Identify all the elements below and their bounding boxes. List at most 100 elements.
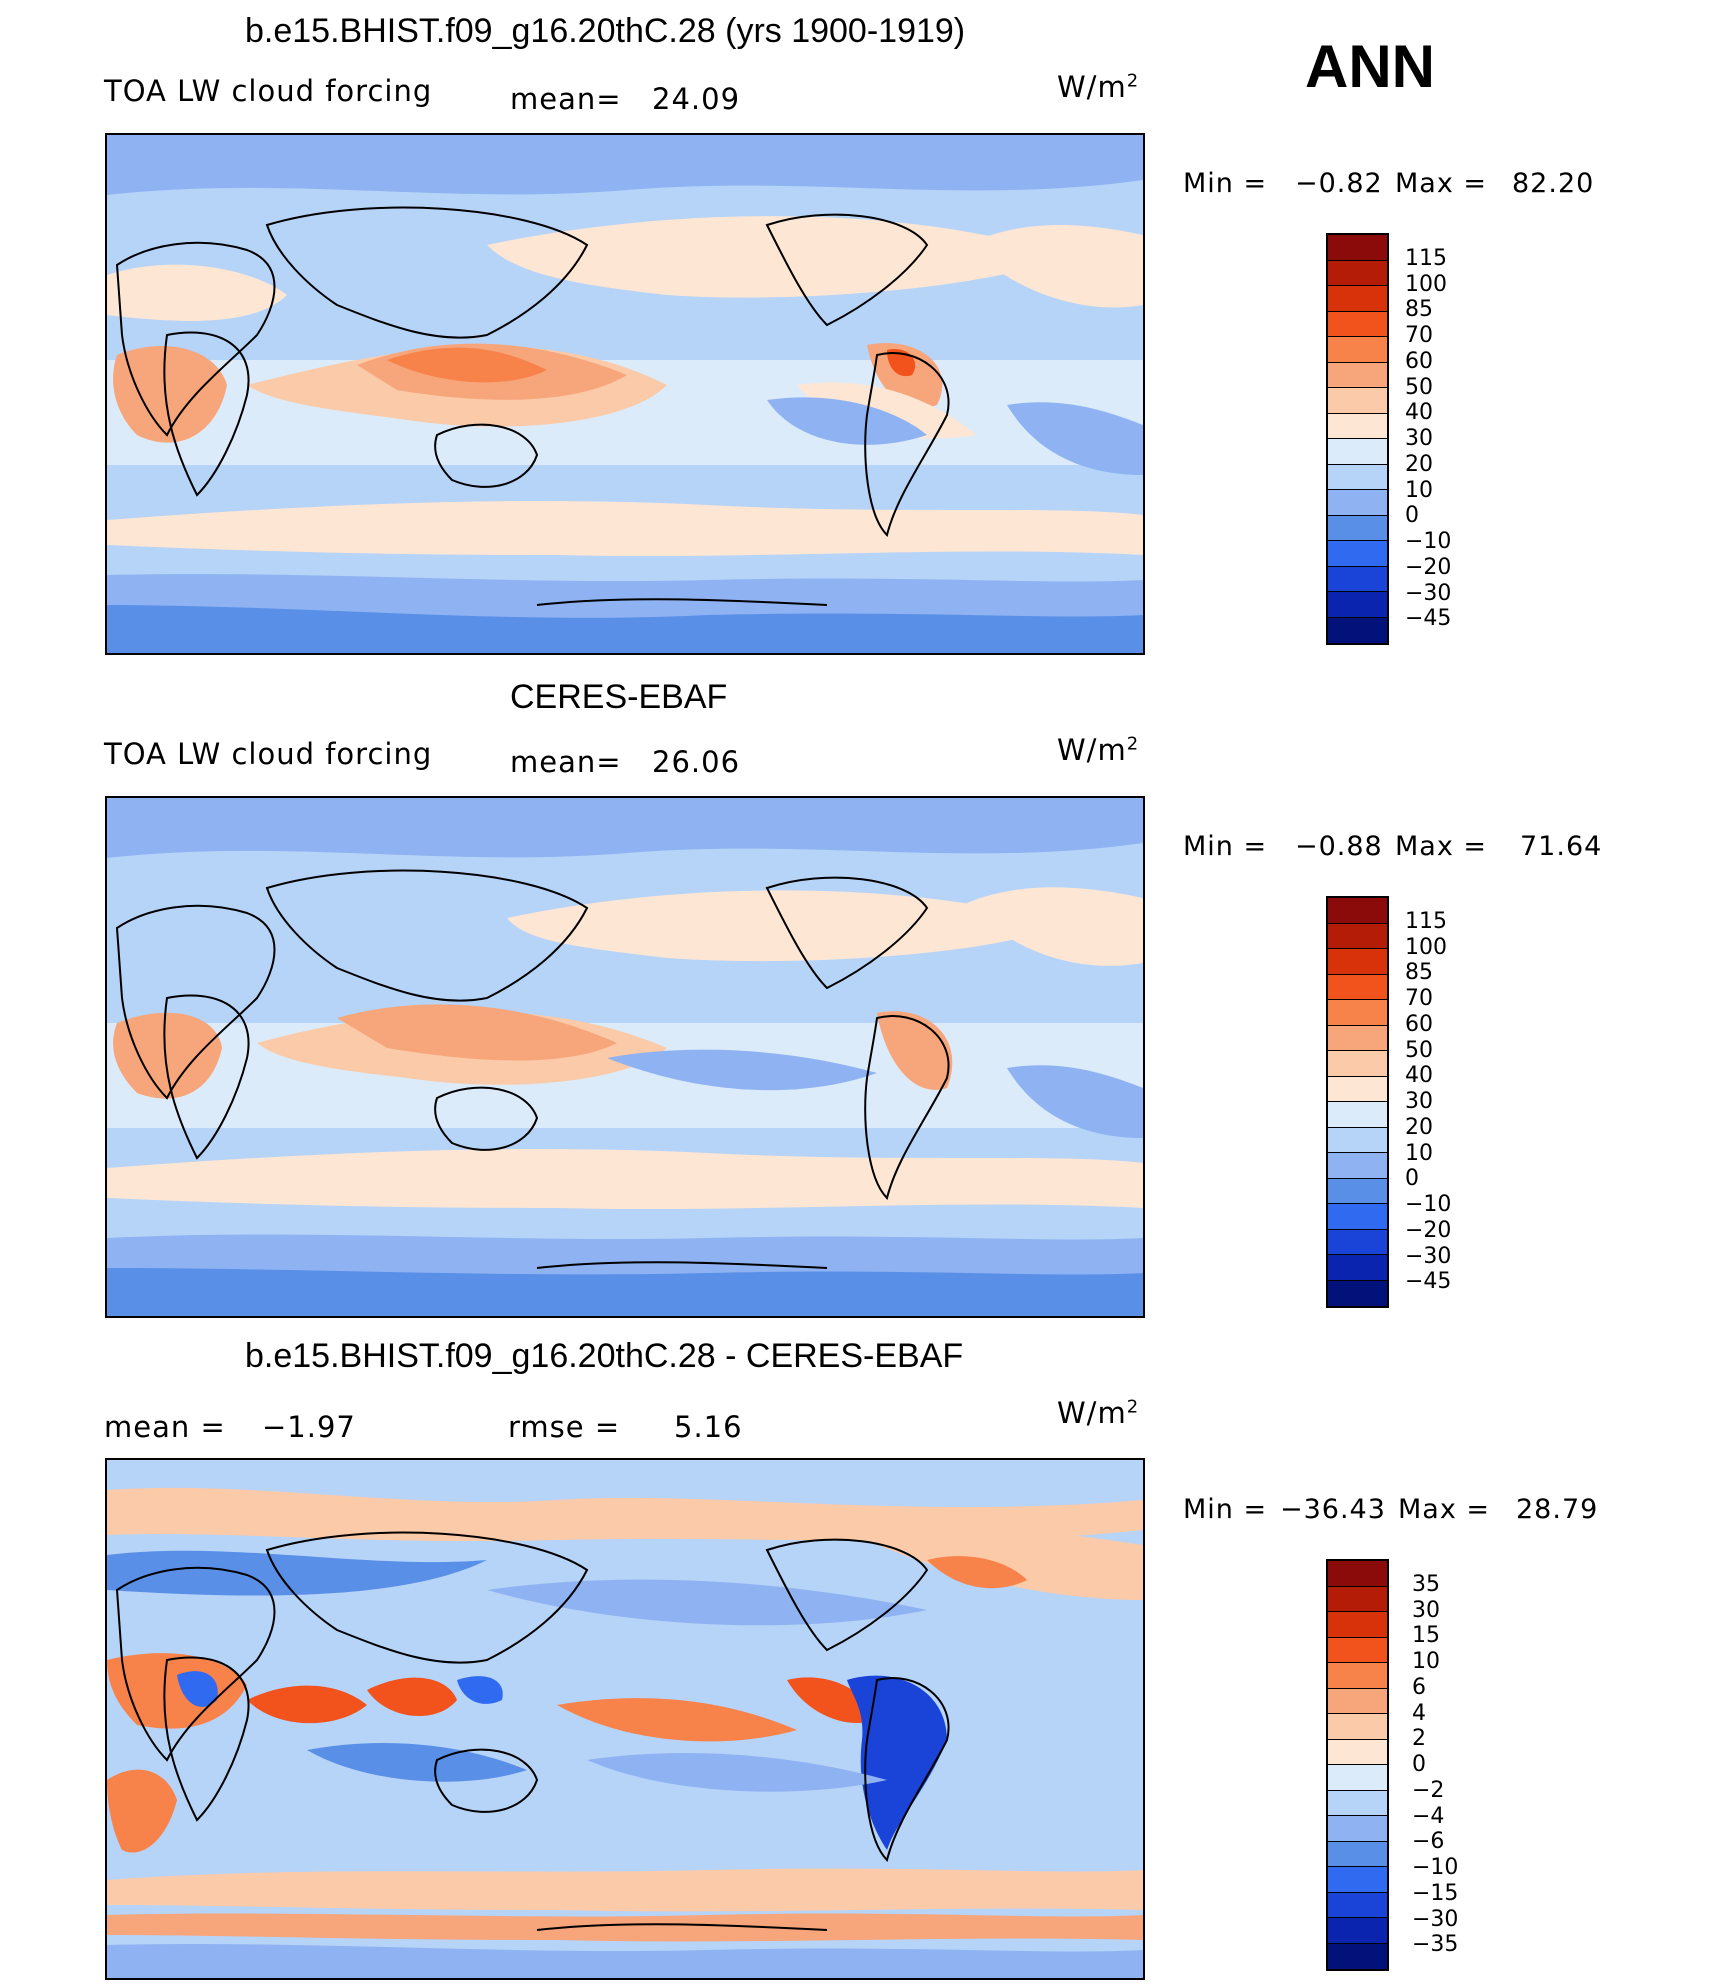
colorbar-swatch (1328, 566, 1387, 592)
colorbar-swatch (1328, 311, 1387, 337)
colorbar-swatch (1328, 1739, 1387, 1765)
colorbar-swatch (1328, 1178, 1387, 1204)
panel-3-min-value: −36.43 (1280, 1494, 1386, 1525)
colorbar-swatch (1328, 1102, 1387, 1128)
colorbar-swatch (1328, 1255, 1387, 1281)
panel-2-max-value: 71.64 (1520, 831, 1603, 862)
colorbar-swatch (1328, 541, 1387, 567)
colorbar-swatch (1328, 1943, 1387, 1969)
colorbar-swatch (1328, 1892, 1387, 1918)
colorbar-tick-label: 0 (1412, 1752, 1426, 1777)
panel-1-min-label: Min = (1183, 168, 1268, 199)
panel-1-min-value: −0.82 (1295, 168, 1383, 199)
panel-2-min-value: −0.88 (1295, 831, 1383, 862)
colorbar-swatch (1328, 1561, 1387, 1587)
colorbar-swatch (1328, 898, 1387, 924)
colorbar-tick-label: −20 (1405, 1217, 1452, 1243)
colorbar-swatch (1328, 490, 1387, 516)
colorbar-swatch (1328, 617, 1387, 643)
colorbar-swatch (1328, 1765, 1387, 1791)
colorbar-swatch (1328, 949, 1387, 975)
panel-2-min-label: Min = (1183, 831, 1268, 862)
colorbar-tick-label: −45 (1405, 1269, 1452, 1295)
colorbar-swatch (1328, 388, 1387, 414)
colorbar-tick-label: 30 (1412, 1597, 1440, 1623)
panel-2-map (105, 796, 1145, 1318)
colorbar-swatch (1328, 260, 1387, 286)
colorbar-swatch (1328, 413, 1387, 439)
colorbar-tick-label: 100 (1405, 271, 1447, 297)
colorbar-swatch (1328, 1867, 1387, 1893)
colorbar-tick-label: 6 (1412, 1674, 1426, 1700)
panel-2-mean-value: 26.06 (652, 745, 741, 779)
colorbar-swatch (1328, 1841, 1387, 1867)
colorbar-swatch (1328, 1816, 1387, 1842)
colorbar-tick-label: −6 (1412, 1829, 1445, 1855)
panel-3-rmse-value: 5.16 (674, 1410, 743, 1444)
colorbar-swatch (1328, 1586, 1387, 1612)
colorbar-swatch (1328, 439, 1387, 465)
panel-2-units: W/m2 (1057, 733, 1140, 767)
colorbar-tick-label: 10 (1405, 1140, 1433, 1166)
colorbar-swatch (1328, 1790, 1387, 1816)
colorbar-swatch (1328, 1688, 1387, 1714)
colorbar-swatch (1328, 1229, 1387, 1255)
colorbar-tick-label: −4 (1412, 1803, 1445, 1829)
colorbar-swatch (1328, 1918, 1387, 1944)
colorbar-swatch (1328, 286, 1387, 312)
colorbar-swatch (1328, 1025, 1387, 1051)
panel-3-mean-label: mean = (104, 1410, 226, 1444)
colorbar-swatch (1328, 1663, 1387, 1689)
colorbar-tick-label: 115 (1405, 245, 1447, 271)
colorbar-tick-label: 60 (1405, 348, 1433, 374)
colorbar-swatch (1328, 1714, 1387, 1740)
colorbar-tick-label: −30 (1405, 1243, 1452, 1269)
colorbar-swatch (1328, 1127, 1387, 1153)
colorbar-tick-label: 10 (1412, 1649, 1440, 1674)
colorbar-tick-label: 0 (1405, 1166, 1419, 1192)
season-label: ANN (1305, 33, 1435, 100)
colorbar-swatch (1328, 1051, 1387, 1077)
colorbar-tick-label: −2 (1412, 1777, 1445, 1803)
panel-2-colorbar (1326, 896, 1389, 1308)
panel-2-max-label: Max = (1395, 831, 1488, 862)
panel-1-variable-label: TOA LW cloud forcing (104, 74, 433, 108)
colorbar-swatch (1328, 515, 1387, 541)
colorbar-tick-label: −20 (1405, 554, 1452, 580)
colorbar-tick-label: 50 (1405, 374, 1433, 400)
colorbar-swatch (1328, 1000, 1387, 1026)
colorbar-tick-label: 0 (1405, 503, 1419, 529)
colorbar-tick-label: −10 (1405, 1192, 1452, 1217)
colorbar-swatch (1328, 464, 1387, 490)
colorbar-swatch (1328, 923, 1387, 949)
panel-3-map (105, 1458, 1145, 1980)
colorbar-tick-label: 70 (1405, 986, 1433, 1011)
colorbar-tick-label: −30 (1405, 580, 1452, 606)
panel-3-max-label: Max = (1398, 1494, 1491, 1525)
panel-3-colorbar (1326, 1559, 1389, 1971)
panel-1-mean-value: 24.09 (652, 82, 741, 116)
colorbar-tick-label: 35 (1412, 1571, 1440, 1597)
colorbar-tick-label: 20 (1405, 451, 1433, 477)
colorbar-tick-label: 15 (1412, 1623, 1440, 1649)
colorbar-tick-label: 40 (1405, 1063, 1433, 1089)
colorbar-tick-label: 40 (1405, 400, 1433, 426)
colorbar-tick-label: −45 (1405, 606, 1452, 632)
colorbar-tick-label: −35 (1412, 1932, 1459, 1958)
colorbar-swatch (1328, 592, 1387, 618)
panel-1-max-label: Max = (1395, 168, 1488, 199)
panel-1-max-value: 82.20 (1512, 168, 1595, 199)
colorbar-tick-label: 30 (1405, 426, 1433, 451)
panel-1-colorbar (1326, 233, 1389, 645)
panel-3-rmse-label: rmse = (508, 1410, 621, 1444)
colorbar-tick-label: 10 (1405, 477, 1433, 503)
colorbar-tick-label: 50 (1405, 1037, 1433, 1063)
panel-2-title: CERES-EBAF (510, 678, 728, 716)
colorbar-tick-label: 115 (1405, 908, 1447, 934)
panel-3-max-value: 28.79 (1516, 1494, 1599, 1525)
colorbar-swatch (1328, 235, 1387, 261)
colorbar-tick-label: 2 (1412, 1726, 1426, 1752)
colorbar-tick-label: 30 (1405, 1089, 1433, 1114)
colorbar-tick-label: 4 (1412, 1700, 1426, 1726)
colorbar-swatch (1328, 1153, 1387, 1179)
